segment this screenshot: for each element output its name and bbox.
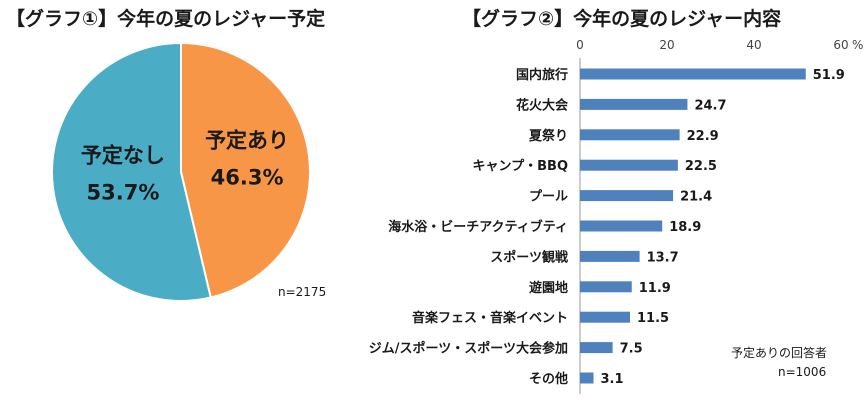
category-label-10: その他 (529, 371, 568, 387)
category-label-8: 音楽フェス・音楽イベント (412, 310, 568, 326)
pie-slice-1 (51, 41, 212, 302)
bar-value-label-8: 11.5 (637, 311, 669, 326)
pie-slice-label-1: 予定なし (81, 143, 165, 167)
category-label-0: 国内旅行 (516, 67, 568, 83)
bar-chart-title: 【グラフ②】今年の夏のレジャー内容 (462, 8, 782, 30)
x-tick-label-0: 0 (576, 38, 584, 52)
bar-4 (580, 190, 674, 202)
pie-sample-size: n=2175 (278, 285, 327, 299)
x-unit-label: % (852, 38, 863, 52)
category-label-9: ジム/スポーツ・スポーツ大会参加 (369, 341, 568, 357)
bar-value-label-0: 51.9 (813, 68, 845, 83)
bar-2 (580, 129, 680, 141)
pie-slice-value-1: 53.7% (87, 180, 160, 204)
bar-value-label-9: 7.5 (620, 342, 643, 357)
category-label-3: キャンプ・BBQ (473, 159, 568, 174)
category-label-1: 花火大会 (516, 97, 569, 113)
bar-sample-size: n=1006 (778, 365, 827, 379)
bar-10 (580, 372, 594, 384)
category-label-7: 遊園地 (529, 280, 568, 296)
bar-9 (580, 342, 613, 354)
category-label-6: スポーツ観戦 (490, 249, 569, 265)
bar-6 (580, 250, 640, 262)
bar-value-label-4: 21.4 (680, 190, 712, 205)
pie-slice-value-0: 46.3% (211, 166, 284, 190)
bar-value-label-3: 22.5 (685, 159, 717, 174)
bar-value-label-5: 18.9 (669, 220, 701, 235)
bar-value-label-7: 11.9 (639, 281, 671, 296)
bar-value-label-6: 13.7 (647, 250, 679, 265)
pie-chart: 予定あり 46.3% 予定なし 53.7% (51, 41, 311, 302)
category-label-2: 夏祭り (528, 128, 568, 144)
pie-slice-label-0: 予定あり (205, 129, 289, 153)
x-tick-label-3: 60 (833, 38, 848, 52)
x-tick-label-1: 20 (659, 38, 674, 52)
bar-respondent-note: 予定ありの回答者 (731, 346, 828, 360)
x-tick-label-2: 40 (746, 38, 761, 52)
bar-7 (580, 281, 632, 293)
pie-chart-title: 【グラフ①】今年の夏のレジャー予定 (6, 8, 326, 30)
pie-slice-0 (180, 41, 311, 299)
bar-0 (580, 68, 806, 80)
category-label-4: プール (529, 190, 568, 205)
bar-value-label-1: 24.7 (694, 98, 726, 113)
bar-1 (580, 98, 688, 110)
bar-5 (580, 220, 663, 232)
bar-8 (580, 311, 631, 323)
bar-value-label-10: 3.1 (600, 372, 623, 387)
category-label-5: 海水浴・ビーチアクティブティ (388, 219, 568, 235)
bar-value-label-2: 22.9 (687, 129, 719, 144)
bar-3 (580, 159, 678, 171)
